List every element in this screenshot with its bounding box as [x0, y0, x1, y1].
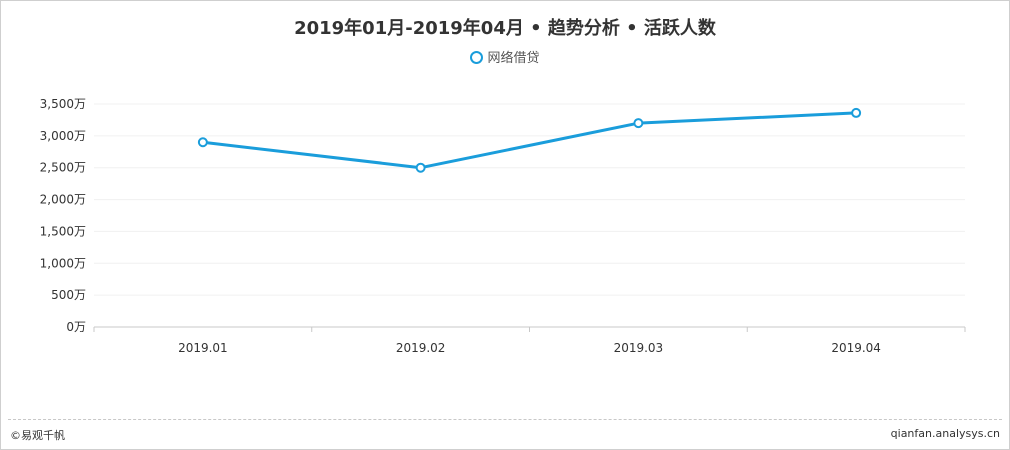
y-tick-label: 2,500万 [40, 161, 86, 175]
x-tick-label: 2019.04 [831, 341, 881, 355]
x-tick-label: 2019.02 [396, 341, 446, 355]
data-point[interactable] [633, 118, 644, 129]
y-tick-label: 500万 [51, 288, 86, 302]
chart-title: 2019年01月-2019年04月 • 趋势分析 • 活跃人数 [294, 18, 716, 39]
legend-marker-icon [470, 51, 484, 64]
footer-divider [8, 419, 1002, 420]
series-line [202, 111, 857, 170]
x-tick-label: 2019.01 [178, 341, 228, 355]
footer-copyright: ©易观千帆 [10, 429, 65, 442]
y-tick-label: 3,500万 [40, 97, 86, 111]
data-point[interactable] [851, 107, 862, 118]
footer-source: qianfan.analysys.cn [890, 427, 1000, 440]
legend-label: 网络借贷 [487, 51, 540, 66]
y-tick-label: 1,500万 [40, 224, 86, 238]
y-tick-label: 0万 [66, 320, 86, 334]
x-tick-label: 2019.03 [614, 341, 664, 355]
legend[interactable]: 网络借贷 [0, 47, 1010, 66]
y-tick-label: 3,000万 [40, 129, 86, 143]
y-tick-label: 2,000万 [40, 193, 86, 207]
y-tick-label: 1,000万 [40, 256, 86, 270]
data-point[interactable] [415, 162, 426, 173]
data-point[interactable] [197, 137, 208, 148]
